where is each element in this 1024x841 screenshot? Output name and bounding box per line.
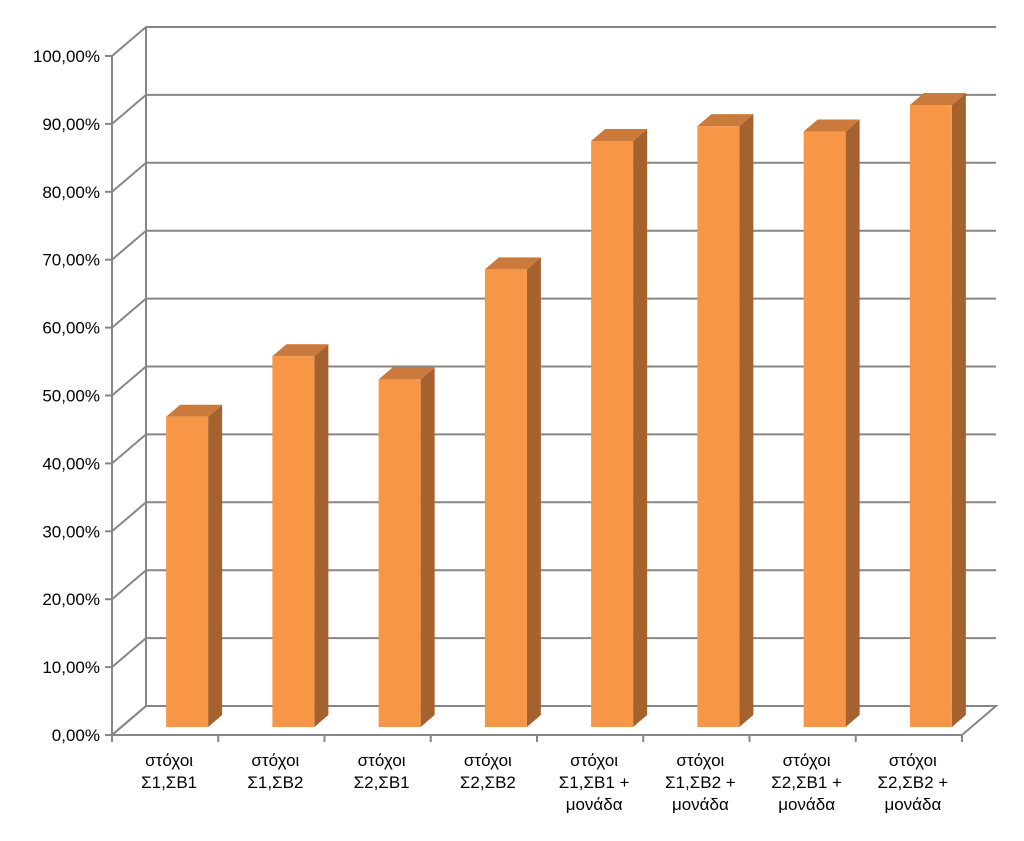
bar-front bbox=[803, 131, 846, 728]
x-category-label-line: στόχοι bbox=[464, 751, 512, 770]
bar-front bbox=[378, 379, 421, 727]
bar-side bbox=[526, 257, 541, 727]
x-category-label-line: μονάδα bbox=[566, 795, 623, 814]
x-category-label-line: Σ1,ΣΒ1 bbox=[141, 773, 197, 792]
x-category-label-line: Σ1,ΣΒ1 + bbox=[559, 773, 630, 792]
bar-front bbox=[484, 269, 527, 727]
bar-top bbox=[803, 119, 860, 132]
bar-front bbox=[591, 141, 634, 727]
bar bbox=[484, 257, 541, 727]
x-category-label-line: μονάδα bbox=[778, 795, 835, 814]
x-category-label-line: μονάδα bbox=[672, 795, 729, 814]
bar bbox=[272, 344, 329, 727]
y-tick-label: 20,00% bbox=[42, 590, 100, 609]
x-category-label-line: στόχοι bbox=[676, 751, 724, 770]
bar bbox=[166, 404, 223, 727]
y-tick-label: 30,00% bbox=[42, 522, 100, 541]
x-category-label-line: Σ1,ΣΒ2 bbox=[247, 773, 303, 792]
x-category-label-line: Σ2,ΣΒ2 bbox=[460, 773, 516, 792]
bar-top bbox=[166, 404, 223, 417]
x-category-label-line: στόχοι bbox=[570, 751, 618, 770]
x-category-label: στόχοι Σ1,ΣΒ1 + μονάδα bbox=[559, 751, 630, 814]
y-tick-label: 50,00% bbox=[42, 387, 100, 406]
bars bbox=[166, 93, 966, 728]
bar-top bbox=[697, 114, 754, 127]
bar-side bbox=[739, 114, 754, 727]
gridline-side bbox=[111, 162, 147, 193]
bar-front bbox=[697, 126, 740, 727]
gridline-side bbox=[111, 26, 147, 57]
x-category-label: στόχοι Σ2,ΣΒ1 + μονάδα bbox=[771, 751, 842, 814]
y-tick-label: 90,00% bbox=[42, 115, 100, 134]
bar-front bbox=[909, 105, 952, 727]
x-category-label: στόχοι Σ1,ΣΒ1 bbox=[141, 751, 197, 792]
y-tick-label: 80,00% bbox=[42, 183, 100, 202]
x-category-label-line: Σ2,ΣΒ1 bbox=[354, 773, 410, 792]
bar-side bbox=[314, 344, 329, 727]
x-category-label-line: στόχοι bbox=[251, 751, 299, 770]
gridline-side bbox=[111, 365, 147, 397]
bar-top bbox=[909, 93, 966, 106]
bar bbox=[591, 129, 648, 727]
floor bbox=[109, 705, 999, 736]
bar-front bbox=[272, 356, 315, 727]
bar bbox=[909, 93, 966, 727]
bar bbox=[378, 367, 435, 727]
bar-front bbox=[166, 416, 209, 727]
x-category-label: στόχοι Σ1,ΣΒ2 bbox=[247, 751, 303, 792]
bar-side bbox=[951, 93, 966, 727]
bar-side bbox=[633, 129, 648, 727]
bar-top bbox=[272, 344, 329, 357]
x-category-label-line: στόχοι bbox=[358, 751, 406, 770]
gridlines bbox=[111, 26, 996, 736]
x-category-label-line: Σ2,ΣΒ2 + bbox=[878, 773, 949, 792]
bar-top bbox=[591, 129, 648, 142]
axes bbox=[105, 27, 999, 742]
x-category-label: στόχοι Σ2,ΣΒ2 bbox=[460, 751, 516, 792]
y-tick-label: 100,00% bbox=[33, 47, 100, 66]
x-category-label-line: Σ1,ΣΒ2 + bbox=[665, 773, 736, 792]
bar-top bbox=[484, 257, 541, 270]
y-tick-label: 70,00% bbox=[42, 251, 100, 270]
x-category-label-line: στόχοι bbox=[889, 751, 937, 770]
bar bbox=[697, 114, 754, 727]
x-category-label: στόχοι Σ2,ΣΒ2 + μονάδα bbox=[878, 751, 949, 814]
y-tick-label: 40,00% bbox=[42, 454, 100, 473]
gridline-side bbox=[111, 569, 147, 600]
x-category-label: στόχοι Σ1,ΣΒ2 + μονάδα bbox=[665, 751, 736, 814]
bar-side bbox=[420, 367, 435, 727]
x-category-label: στόχοι Σ2,ΣΒ1 bbox=[354, 751, 410, 792]
x-category-label-line: στόχοι bbox=[783, 751, 831, 770]
gridline-side bbox=[111, 229, 147, 261]
y-tick-label: 10,00% bbox=[42, 658, 100, 677]
gridline-side bbox=[111, 297, 147, 329]
bar-side bbox=[208, 404, 223, 727]
gridline-side bbox=[111, 94, 147, 125]
y-tick-labels: 0,00% 10,00% 20,00% 30,00% 40,00% 50,00% 60,00… bbox=[33, 47, 100, 745]
x-category-label-line: μονάδα bbox=[884, 795, 941, 814]
x-category-label-line: στόχοι bbox=[145, 751, 193, 770]
x-category-label-line: Σ2,ΣΒ1 + bbox=[771, 773, 842, 792]
bar-top bbox=[378, 367, 435, 380]
gridline-side bbox=[111, 433, 147, 465]
y-tick-label: 0,00% bbox=[52, 726, 100, 745]
y-tick-label: 60,00% bbox=[42, 319, 100, 338]
gridline-side bbox=[111, 501, 147, 533]
bar bbox=[803, 119, 860, 728]
gridline-side bbox=[111, 637, 147, 668]
bar-side bbox=[845, 119, 860, 728]
